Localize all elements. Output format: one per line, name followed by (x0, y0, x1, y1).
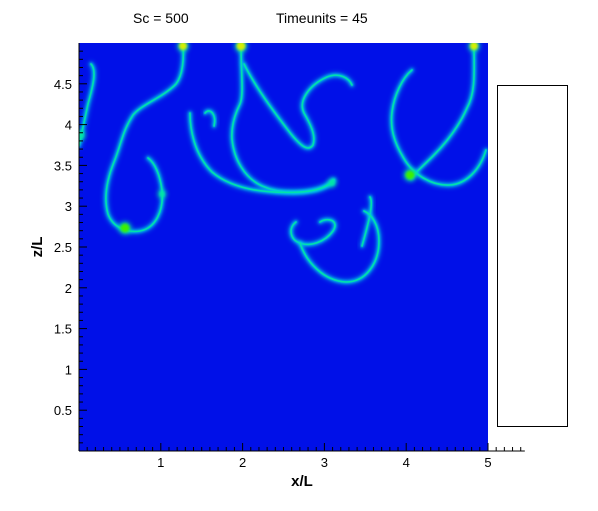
x-tick-label: 2 (239, 455, 246, 470)
x-tick-label: 3 (321, 455, 328, 470)
schmidt-number-label: Sc = 500 (133, 10, 189, 26)
plume-hotspot (329, 180, 335, 186)
x-tick-label: 5 (484, 455, 491, 470)
plume-hotspot (470, 43, 478, 50)
axes: 1 2 3 4 5 0.5 1 1.5 2 2.5 3 3.5 4 4.5 x/L z/L (29, 43, 525, 490)
y-tick-label: 3.5 (54, 158, 72, 173)
plume-filament (204, 110, 216, 127)
y-tick-label: 4 (65, 118, 72, 133)
y-tick-label: 1 (65, 362, 72, 377)
colorbar-legend (497, 85, 568, 427)
plume-filaments (79, 43, 488, 285)
plume-hotspot (236, 43, 246, 51)
plume-filament (390, 69, 487, 186)
x-tick-label: 1 (157, 455, 164, 470)
y-tick-label: 2.5 (54, 240, 72, 255)
plume-filament (410, 44, 475, 179)
plume-hotspot (120, 223, 130, 233)
y-tick-label: 0.5 (54, 403, 72, 418)
x-axis-title: x/L (291, 473, 313, 490)
timeunits-label: Timeunits = 45 (276, 10, 368, 26)
x-tick-label: 4 (403, 455, 410, 470)
scalar-field-background (79, 43, 488, 451)
plume-filament (299, 210, 380, 283)
plume-hotspot (179, 43, 187, 50)
plume-filament (290, 218, 336, 246)
plume-filament (243, 63, 353, 149)
y-tick-label: 2 (65, 281, 72, 296)
y-tick-label: 3 (65, 199, 72, 214)
y-axis-title: z/L (29, 237, 46, 258)
plume-filament (189, 112, 334, 194)
y-tick-label: 1.5 (54, 322, 72, 337)
y-tick-label: 4.5 (54, 77, 72, 92)
plume-hotspot (405, 170, 415, 180)
plume-hotspot (159, 191, 165, 197)
